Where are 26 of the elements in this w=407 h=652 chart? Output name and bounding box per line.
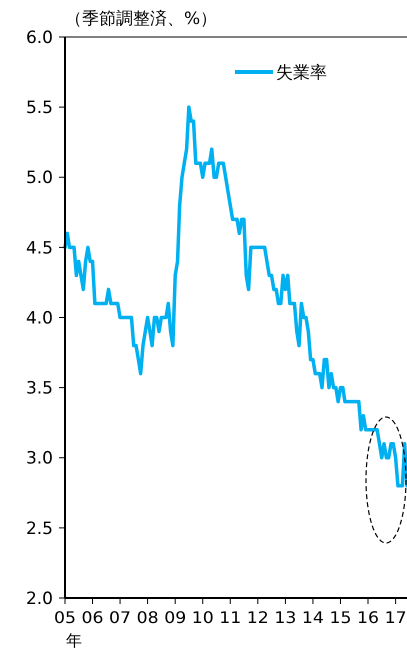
y-tick-label: 4.0 <box>26 308 53 328</box>
x-tick-label: 15 <box>329 608 352 627</box>
x-tick-label: 08 <box>136 608 159 627</box>
y-tick-label: 5.5 <box>26 98 53 118</box>
y-tick-label: 4.5 <box>26 238 53 258</box>
y-tick-label: 2.5 <box>26 518 53 539</box>
x-tick-label: 05 <box>54 608 76 627</box>
x-tick-label: 12 <box>246 608 269 627</box>
y-tick-label: 2.0 <box>26 588 53 609</box>
y-tick-label: 3.0 <box>26 448 53 469</box>
line-series <box>63 105 407 488</box>
y-tick-label: 5.0 <box>26 168 53 188</box>
x-tick-label: 07 <box>109 608 132 627</box>
x-tick-label: 17 <box>384 608 407 627</box>
x-tick-label: 16 <box>357 608 380 627</box>
x-tick-label: 11 <box>219 608 242 627</box>
y-axis-title: （季節調整済、%） <box>65 9 218 29</box>
x-tick-label: 10 <box>192 608 214 627</box>
x-tick-label: 14 <box>302 608 324 627</box>
legend-label: 失業率 <box>276 62 327 83</box>
x-axis-title: 年 <box>66 631 82 650</box>
x-tick-label: 09 <box>164 608 186 627</box>
x-tick-label: 06 <box>82 608 104 627</box>
y-tick-label: 3.5 <box>26 378 53 399</box>
y-tick-label: 6.0 <box>26 28 53 48</box>
x-tick-label: 13 <box>274 608 296 627</box>
